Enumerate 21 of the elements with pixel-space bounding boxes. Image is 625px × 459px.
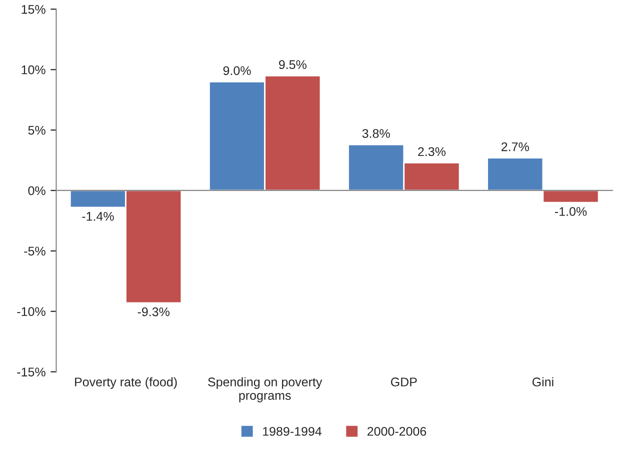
x-tick-label: GDP <box>390 378 417 386</box>
data-label: -9.3% <box>138 307 170 316</box>
x-tick-label: Gini <box>532 377 554 386</box>
data-label: 3.8% <box>362 129 390 138</box>
y-tick-label: -15% <box>17 368 46 376</box>
y-tick-label: 15% <box>22 5 46 14</box>
data-label: 2.3% <box>418 147 446 156</box>
data-label: 2.7% <box>502 142 529 152</box>
data-label: 9.0% <box>223 66 251 76</box>
data-label: -1.4% <box>82 212 114 221</box>
y-tick-label: -10% <box>17 307 46 316</box>
data-label: 9.5% <box>278 60 306 70</box>
y-tick-label: 5% <box>28 126 46 135</box>
y-tick-label: 10% <box>22 65 46 74</box>
legend-label: 2000-2006 <box>368 426 426 436</box>
data-label: -1.0% <box>555 207 587 216</box>
legend-label: 1989-1994 <box>263 426 322 436</box>
y-tick-label: 0% <box>28 186 46 196</box>
x-tick-label: Spending on poverty programs <box>208 377 322 402</box>
x-tick-label: Poverty rate (food) <box>75 377 177 389</box>
y-tick-label: -5% <box>24 246 46 256</box>
